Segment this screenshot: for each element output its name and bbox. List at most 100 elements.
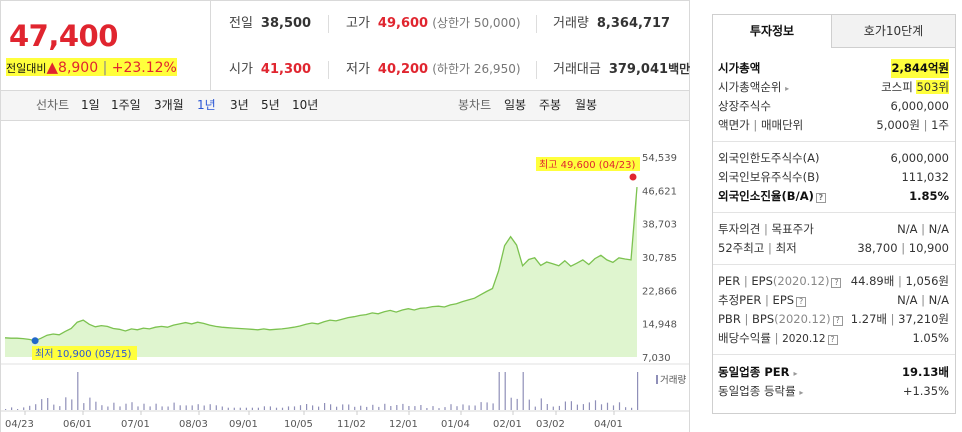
sector-per-label-text: 동일업종 PER: [718, 365, 790, 379]
volume-bar: [167, 406, 169, 410]
volume-bar: [468, 405, 470, 410]
bps-label: BPS: [752, 312, 775, 326]
help-icon[interactable]: ?: [831, 278, 842, 288]
volume-bar: [149, 406, 151, 410]
help-icon[interactable]: ?: [832, 316, 843, 326]
volume-bar: [534, 406, 536, 410]
per-label-text: PER: [718, 274, 741, 288]
est-per-value-text: N/A: [897, 293, 918, 307]
target-label: 목표주가: [771, 222, 814, 236]
period-3m-button[interactable]: 3개월: [154, 98, 184, 112]
x-tick-label: 03/02: [536, 419, 565, 430]
eps-label: EPS: [751, 274, 773, 288]
period-10y-button[interactable]: 10년: [292, 98, 319, 112]
change-rate: +23.12%: [111, 60, 177, 76]
y-tick-label: 7,030: [642, 353, 671, 364]
prev-close-label: 전일: [229, 16, 253, 31]
volume-bar: [588, 402, 590, 410]
candle-chart-label: 봉차트: [458, 98, 492, 112]
tab-investment-info[interactable]: 투자정보: [713, 15, 832, 48]
volume-bar: [11, 407, 13, 410]
period-1d-button[interactable]: 1일: [81, 98, 100, 112]
est-per-label-text: 추정PER: [718, 293, 762, 307]
volume-bar: [215, 405, 217, 410]
period-1w-button[interactable]: 1주일: [111, 98, 141, 112]
volume-bar: [360, 405, 362, 410]
face-sep-2: |: [923, 118, 928, 132]
candle-monthly-button[interactable]: 월봉: [575, 98, 598, 112]
y-tick-label: 54,539: [642, 153, 677, 164]
line-chart-label: 선차트: [36, 98, 70, 112]
volume-bar: [474, 405, 476, 410]
volume-bar: [462, 404, 464, 410]
volume-bar: [414, 406, 416, 410]
volume-bar: [366, 406, 368, 410]
amount-value: 379,041: [608, 62, 669, 77]
volume-bar: [83, 403, 85, 410]
volume-bar: [384, 403, 386, 410]
volume-bar: [312, 405, 314, 410]
pbr-value: 1.27배 | 37,210원: [851, 310, 949, 329]
volume-bar: [155, 403, 157, 410]
period-5y-button[interactable]: 5년: [261, 98, 280, 112]
max-label: 최고 49,600 (04/23): [539, 159, 635, 171]
volume-bar: [378, 406, 380, 410]
volume-bar: [498, 372, 500, 410]
52w-label: 52주최고 | 최저: [718, 239, 797, 258]
x-tick-label: 02/01: [493, 419, 522, 430]
candle-daily-button[interactable]: 일봉: [504, 98, 527, 112]
est-per-label: 추정PER | EPS?: [718, 291, 807, 310]
volume-bar: [330, 404, 332, 410]
sector-rate-label[interactable]: 동일업종 등락률 ▸: [718, 382, 803, 402]
tab-order-book[interactable]: 호가10단계: [832, 15, 955, 48]
x-tick-label: 04/23: [5, 419, 34, 430]
face-value: 5,000원 | 1주: [876, 116, 949, 135]
y-tick-label: 14,948: [642, 320, 677, 331]
low-label: 저가: [346, 62, 370, 77]
low-price: 저가 40,200 (하한가 26,950): [346, 47, 521, 92]
volume-bar: [354, 406, 356, 410]
help-icon[interactable]: ?: [815, 193, 826, 203]
pbr-label-text: PBR: [718, 312, 741, 326]
x-tick-label: 07/01: [121, 419, 150, 430]
volume-bar: [396, 405, 398, 410]
per-row: PER | EPS(2020.12)? 44.89배 | 1,056원: [718, 272, 949, 291]
volume-bar: [444, 407, 446, 410]
shares-label: 상장주식수: [718, 99, 771, 113]
foreign-ratio-label-text: 외국인소진율(B/A): [718, 189, 814, 203]
volume-bar: [257, 407, 259, 410]
foreign-ratio-value: 1.85%: [909, 189, 949, 203]
foreign-hold-row: 외국인보유주식수(B) 111,032: [718, 168, 949, 187]
volume-bar: [17, 409, 19, 410]
x-tick-label: 04/01: [594, 419, 623, 430]
volume-bar: [570, 401, 572, 410]
volume-bar: [23, 407, 25, 410]
high-label: 고가: [346, 16, 370, 31]
help-icon[interactable]: ?: [796, 297, 807, 307]
opinion-label-text: 투자의견: [718, 222, 761, 236]
candle-weekly-button[interactable]: 주봉: [539, 98, 562, 112]
x-tick-label: 09/01: [229, 419, 258, 430]
foreign-limit-label: 외국인한도주식수(A): [718, 151, 820, 165]
volume-legend-swatch: [656, 375, 658, 384]
eps-value: 1,056원: [905, 274, 949, 288]
est-eps-label: EPS: [772, 293, 795, 307]
opinion-row: 투자의견 | 목표주가 N/A | N/A: [718, 220, 949, 239]
current-price: 47,400: [9, 19, 118, 53]
change-sep: |: [102, 60, 108, 76]
stock-chart-panel: 47,400 전일대비▲8,900 | +23.12% 전일 38,500 고가 4…: [0, 0, 690, 432]
arrow-right-icon: ▸: [785, 84, 790, 93]
volume-bar: [558, 405, 560, 410]
y-tick-label: 22,866: [642, 286, 677, 297]
volume-bar: [293, 406, 296, 410]
volume-bar: [564, 401, 566, 410]
52w-sep: |: [768, 241, 772, 255]
help-icon[interactable]: ?: [827, 335, 838, 345]
opinion-label: 투자의견 | 목표주가: [718, 220, 814, 239]
dividend-fy: 2020.12: [782, 333, 826, 345]
target-value: N/A: [928, 222, 949, 236]
period-1y-button[interactable]: 1년: [197, 98, 216, 112]
sector-per-label[interactable]: 동일업종 PER ▸: [718, 363, 798, 383]
foreign-hold-value: 111,032: [901, 170, 949, 184]
period-3y-button[interactable]: 3년: [230, 98, 249, 112]
